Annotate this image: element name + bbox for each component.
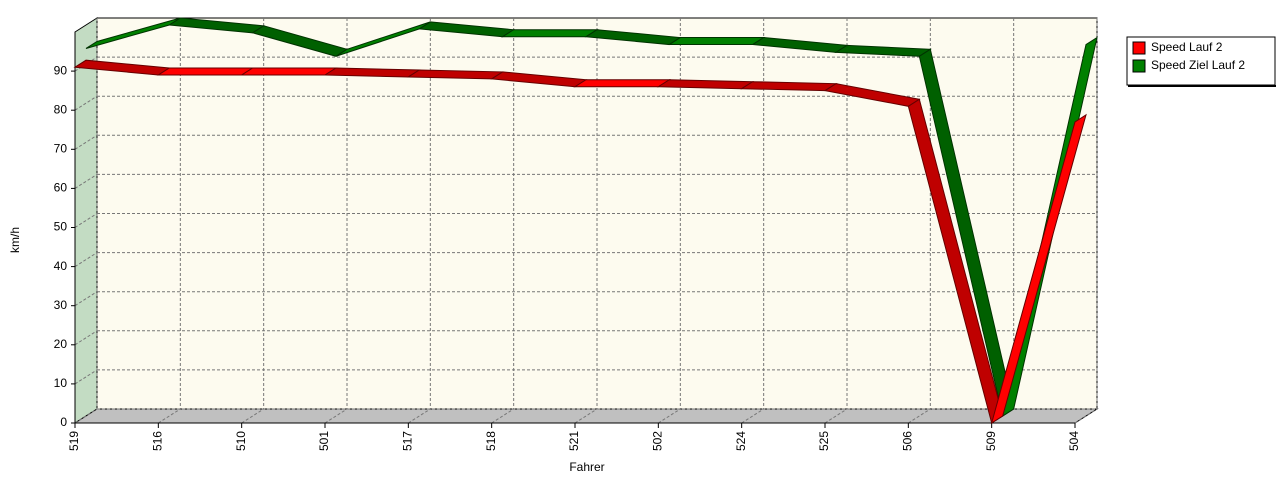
legend-label: Speed Ziel Lauf 2 [1151, 58, 1245, 72]
ribbon-segment [406, 69, 505, 80]
legend-box [1126, 36, 1276, 86]
grid-line [741, 408, 764, 424]
floor [73, 408, 1099, 424]
x-tick-label: 510 [234, 431, 248, 451]
grid-line [74, 134, 98, 150]
x-tick-label: 504 [1067, 431, 1081, 451]
ribbon-segment [656, 79, 755, 90]
grid-line [908, 408, 931, 424]
y-tick-label: 0 [60, 415, 67, 429]
y-tick-label: 70 [54, 141, 68, 155]
grid-line [74, 95, 98, 111]
grid-line [658, 408, 681, 424]
y-tick-label: 30 [54, 298, 68, 312]
y-tick-label: 40 [54, 259, 68, 273]
grid-line [74, 291, 98, 307]
grid-line [74, 213, 98, 228]
grid-line [324, 408, 348, 424]
x-tick-label: 517 [401, 431, 415, 451]
x-tick-label: 519 [67, 431, 81, 451]
y-tick-label: 60 [54, 181, 68, 195]
y-tick-label: 20 [54, 337, 68, 351]
x-tick-label: 501 [317, 431, 331, 451]
grid-line [74, 330, 98, 346]
ribbon-segment [156, 67, 255, 76]
grid-line [241, 408, 264, 424]
grid-line [74, 369, 98, 385]
grid-line [74, 252, 98, 268]
x-tick-label: 524 [734, 431, 748, 451]
ribbon-segment [323, 67, 421, 78]
ribbon-segment [740, 81, 838, 92]
y-axis-label: km/h [8, 227, 22, 253]
grid-line [491, 408, 514, 424]
y-tick-label: 50 [54, 220, 68, 234]
legend-label: Speed Lauf 2 [1151, 40, 1223, 54]
x-tick-label: 509 [984, 431, 998, 451]
x-tick-label: 506 [901, 431, 915, 451]
legend-swatch [1132, 59, 1146, 73]
grid-line [1074, 408, 1098, 424]
grid-line [158, 408, 181, 424]
ribbon-segment [500, 29, 599, 38]
x-tick-label: 516 [151, 431, 165, 451]
x-tick-label: 525 [817, 431, 831, 451]
left-wall [74, 17, 98, 424]
x-tick-label: 521 [567, 431, 581, 451]
y-tick-label: 90 [54, 63, 68, 77]
legend-swatch [1132, 41, 1146, 55]
x-tick-label: 502 [651, 431, 665, 451]
x-tick-label: 518 [484, 431, 498, 451]
ribbon-segment [573, 79, 672, 88]
grid-line [824, 408, 848, 424]
grid-line [74, 173, 98, 189]
y-tick-label: 80 [54, 102, 68, 116]
grid-line [74, 56, 98, 72]
grid-line [74, 408, 98, 424]
grid-line [408, 408, 431, 424]
grid-line [574, 408, 598, 424]
x-axis-label: Fahrer [569, 460, 604, 474]
ribbon-segment [990, 113, 1087, 425]
ribbon-segment [667, 37, 766, 46]
ribbon-segment [239, 67, 338, 76]
y-tick-label: 10 [54, 376, 68, 390]
